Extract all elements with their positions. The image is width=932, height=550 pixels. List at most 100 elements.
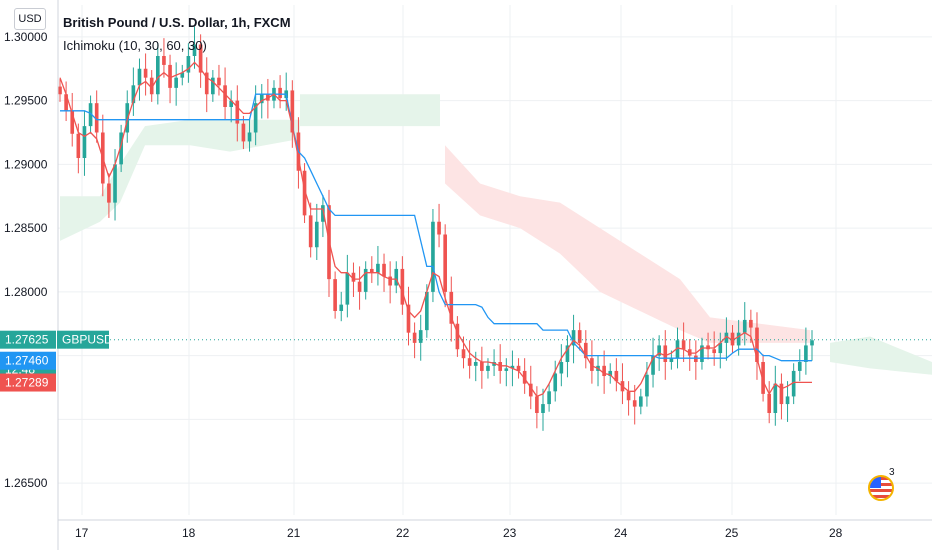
candle-up: [131, 85, 136, 104]
candle-down: [761, 362, 765, 394]
y-tick-label: 1.26500: [4, 476, 48, 490]
conversion-line-tag: 1.27289: [0, 373, 56, 392]
base-line-tag: 1.27460: [0, 351, 56, 370]
candle-up: [742, 319, 747, 333]
candle-up: [486, 365, 490, 371]
candle-up: [174, 77, 178, 88]
candle-down: [498, 362, 503, 371]
candle-down: [357, 281, 362, 292]
candle-up: [651, 355, 655, 375]
x-tick-label: 18: [182, 526, 196, 540]
candle-up: [736, 332, 741, 346]
x-tick-label: 22: [396, 526, 410, 540]
candle-down: [217, 77, 221, 86]
candle-up: [88, 103, 93, 127]
candle-up: [192, 44, 197, 56]
candle-up: [541, 404, 545, 413]
candle-up: [724, 332, 729, 343]
candle-up: [113, 164, 117, 203]
cloud-band-bull: [60, 119, 300, 241]
candle-down: [204, 72, 209, 95]
candle-up: [773, 383, 778, 413]
candle-down: [749, 319, 753, 328]
candle-down: [626, 391, 631, 401]
candle-down: [602, 365, 606, 377]
candle-up: [431, 221, 435, 292]
candle-up: [645, 374, 649, 397]
candle-down: [302, 170, 307, 216]
x-tick-label: 28: [829, 526, 843, 540]
candle-down: [94, 103, 99, 133]
flag-disc: [868, 475, 894, 501]
candle-down: [64, 94, 68, 111]
us-flag-icon[interactable]: 3: [866, 467, 896, 503]
currency-button[interactable]: USD: [14, 8, 46, 30]
chart-header: British Pound / U.S. Dollar, 1h, FXCM Ic…: [63, 15, 291, 53]
y-tick-label: 1.29000: [4, 157, 48, 171]
candle-down: [406, 304, 411, 333]
candle-up: [657, 345, 661, 356]
candle-down: [198, 44, 203, 73]
conversion-line: [59, 61, 812, 398]
candle-down: [461, 349, 466, 359]
candle-up: [700, 345, 704, 362]
candle-down: [522, 370, 527, 384]
x-tick-label: 23: [503, 526, 517, 540]
candle-up: [376, 263, 380, 273]
candle-down: [755, 327, 759, 362]
candle-down: [455, 323, 460, 350]
cloud-band-bear: [445, 145, 810, 343]
candle-up: [211, 77, 215, 95]
candle-down: [149, 77, 154, 95]
candle-down: [351, 272, 356, 282]
candle-down: [162, 56, 166, 65]
candle-down: [308, 215, 313, 248]
base-line: [60, 93, 812, 362]
candle-up: [675, 340, 680, 359]
candle-up: [345, 272, 350, 305]
candle-down: [535, 396, 539, 413]
candle-down: [382, 263, 386, 277]
symbol-title[interactable]: British Pound / U.S. Dollar, 1h, FXCM: [63, 15, 291, 30]
y-tick-label: 1.28000: [4, 285, 48, 299]
candle-down: [712, 349, 716, 354]
candle-down: [412, 332, 417, 343]
grid: [58, 5, 932, 515]
x-tick-label: 25: [725, 526, 739, 540]
candle-up: [565, 345, 570, 362]
base-line-tag-label: 1.27460: [5, 354, 49, 368]
candle-up: [394, 268, 399, 286]
candle-down: [278, 87, 282, 99]
candle-down: [467, 358, 472, 366]
candle-up: [669, 358, 674, 362]
candle-up: [547, 391, 551, 405]
candle-up: [253, 103, 258, 133]
x-tick-label: 21: [287, 526, 301, 540]
candles: [58, 26, 814, 431]
candle-down: [58, 86, 62, 95]
candle-down: [437, 221, 441, 235]
candle-down: [223, 85, 227, 107]
candle-down: [369, 268, 374, 273]
candle-down: [632, 400, 637, 407]
y-tick-label: 1.29500: [4, 94, 48, 108]
candle-up: [785, 396, 790, 405]
candle-down: [767, 393, 772, 413]
candle-down: [730, 332, 735, 346]
notification-count: 3: [889, 467, 895, 478]
candle-down: [168, 64, 172, 88]
candle-up: [339, 304, 344, 311]
symbol-tag-label: GBPUSD: [62, 333, 113, 347]
candle-down: [333, 279, 337, 311]
indicator-label[interactable]: Ichimoku (10, 30, 60, 30): [63, 38, 207, 53]
x-tick-label: 24: [614, 526, 628, 540]
candle-up: [363, 268, 368, 292]
candle-down: [706, 345, 710, 350]
candle-up: [82, 126, 87, 158]
candle-up: [418, 330, 423, 343]
candle-up: [559, 362, 564, 374]
candle-up: [608, 370, 613, 377]
